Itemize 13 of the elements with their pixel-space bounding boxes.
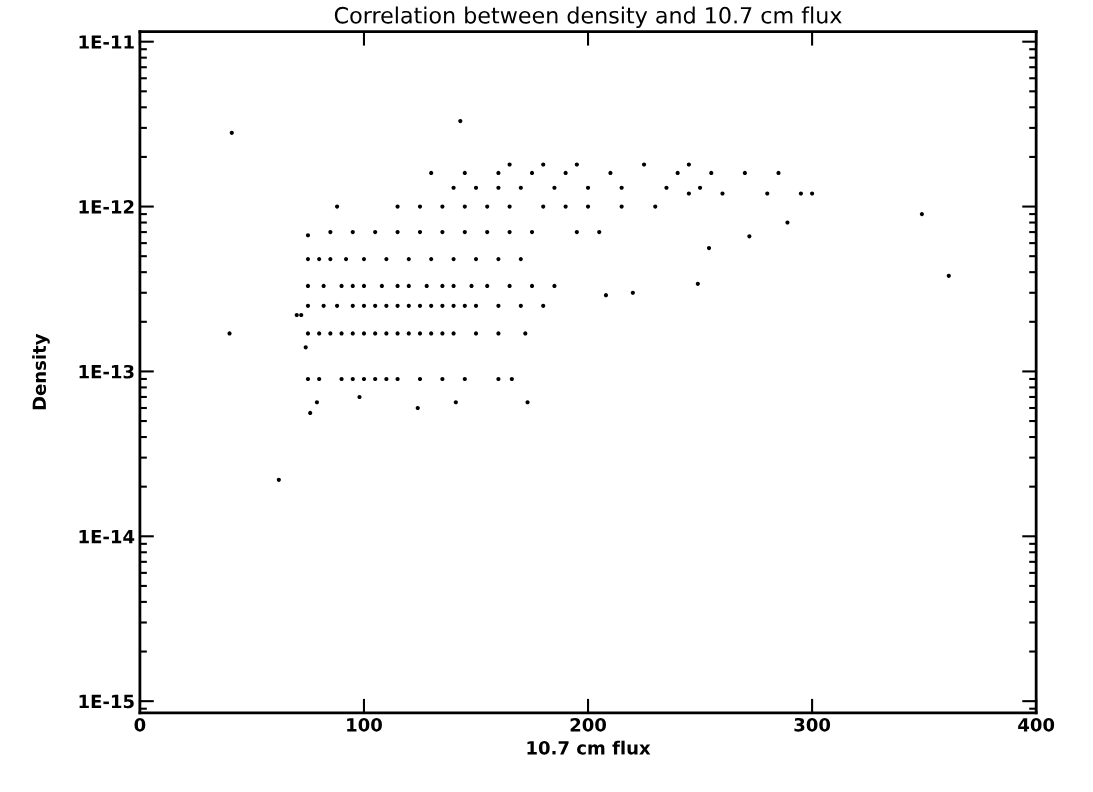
x-tick-label: 0 bbox=[134, 717, 146, 732]
y-axis-title: Density bbox=[32, 333, 50, 410]
x-tick-label: 100 bbox=[347, 717, 382, 732]
y-tick-label: 1E-13 bbox=[79, 364, 134, 379]
x-tick-label: 200 bbox=[570, 717, 607, 732]
x-axis-title: 10.7 cm flux bbox=[527, 740, 651, 755]
y-tick-label: 1E-15 bbox=[79, 694, 134, 709]
chart-title: Correlation between density and 10.7 cm flux bbox=[334, 6, 842, 28]
y-tick-label: 1E-11 bbox=[79, 35, 134, 49]
x-tick-label: 300 bbox=[794, 717, 831, 732]
y-tick-label: 1E-12 bbox=[79, 200, 134, 214]
y-tick-label: 1E-14 bbox=[79, 529, 135, 544]
x-tick-label: 400 bbox=[1018, 717, 1055, 732]
